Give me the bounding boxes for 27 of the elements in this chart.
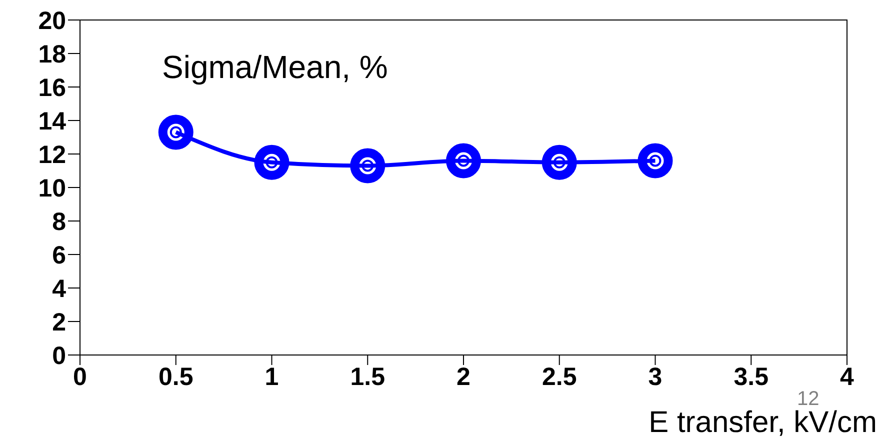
x-tick-label: 0.5: [158, 362, 194, 391]
y-tick-label: 18: [38, 40, 66, 68]
point: [158, 114, 194, 150]
y-tick-label: 2: [52, 308, 66, 336]
y-tick-label: 0: [52, 342, 66, 370]
y-tick-label: 12: [38, 140, 66, 169]
text: Sigma/Mean, %: [162, 49, 388, 85]
point: [254, 144, 290, 180]
x-tick-label: 2.5: [542, 362, 577, 391]
y-tick-label: 20: [38, 6, 66, 35]
x-tick-label: 1.5: [350, 362, 386, 391]
x-tick-label: 4: [840, 362, 854, 391]
point: [542, 144, 577, 180]
y-tick-label: 14: [38, 107, 66, 136]
x-tick-label: 1: [264, 362, 279, 391]
point: [638, 143, 673, 178]
point: [350, 148, 386, 184]
x-tick-label: 0: [73, 362, 87, 391]
y-tick-label: 6: [52, 241, 66, 270]
point: [446, 143, 481, 178]
y-tick-label: 16: [38, 74, 66, 102]
x-tick-label: 2: [456, 362, 470, 391]
y-tick-label: 10: [38, 174, 66, 202]
y-tick-label: 4: [52, 274, 66, 303]
x-tick-label: 3: [648, 362, 662, 391]
x-tick-label: 3.5: [734, 362, 769, 391]
y-tick-label: 8: [52, 208, 66, 236]
